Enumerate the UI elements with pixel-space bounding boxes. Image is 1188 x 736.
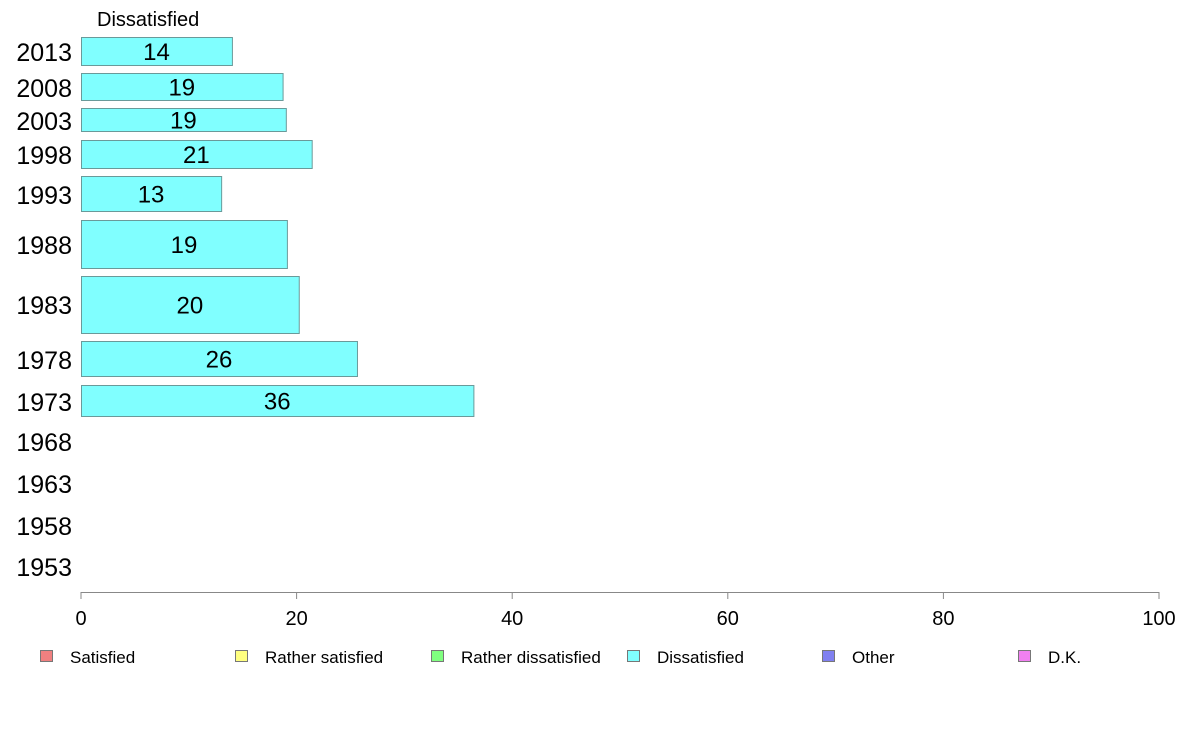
legend-label: D.K. [1048,648,1081,667]
bar-value-label: 13 [138,182,165,209]
legend-label: Dissatisfied [657,648,744,667]
bar [81,385,475,417]
bar [81,341,358,377]
year-label: 2008 [16,75,72,103]
year-labels: 2013 2008 2003 1998 1993 1988 1983 1978 1973 1968… [16,39,72,582]
legend-swatch [1018,650,1031,662]
bar [81,140,313,169]
year-label: 1998 [16,142,72,170]
legend-swatch [40,650,53,662]
x-tick-label: 40 [501,608,523,630]
bar-value-label: 19 [168,75,195,102]
year-label: 1953 [16,554,72,582]
bar-value-label: 36 [264,389,291,416]
panel-title: Dissatisfied [97,9,199,31]
legend: Satisfied Rather satisfied Rather dissatis… [40,648,1081,667]
year-label: 1973 [16,389,72,417]
x-tick-label: 0 [75,608,86,630]
legend-swatch [235,650,248,662]
bar [81,220,288,269]
bar [81,37,233,66]
bar [81,276,300,334]
year-label: 2013 [16,39,72,67]
bar [81,176,223,212]
legend-swatch [822,650,835,662]
x-tick-label: 100 [1142,608,1175,630]
year-label: 1963 [16,471,72,499]
legend-swatch [627,650,640,662]
x-axis: 0 20 40 60 80 100 [75,592,1176,630]
bar-value-label: 26 [206,347,233,374]
x-tick-label: 80 [932,608,954,630]
bar-value-label: 19 [170,108,197,135]
year-label: 1978 [16,347,72,375]
year-label: 2003 [16,108,72,136]
legend-swatch [431,650,444,662]
bar [81,108,287,132]
legend-label: Rather dissatisfied [461,648,601,667]
bar-value-label: 20 [177,293,204,320]
legend-label: Satisfied [70,648,135,667]
bar [81,73,284,101]
year-label: 1958 [16,513,72,541]
year-label: 1988 [16,232,72,260]
legend-label: Other [852,648,895,667]
year-label: 1968 [16,429,72,457]
year-label: 1993 [16,182,72,210]
x-tick-label: 20 [285,608,307,630]
bar-value-label: 19 [171,232,198,259]
bar-value-label: 21 [183,142,210,169]
x-tick-label: 60 [717,608,739,630]
year-label: 1983 [16,292,72,320]
legend-label: Rather satisfied [265,648,383,667]
bar-value-label: 14 [143,39,170,66]
